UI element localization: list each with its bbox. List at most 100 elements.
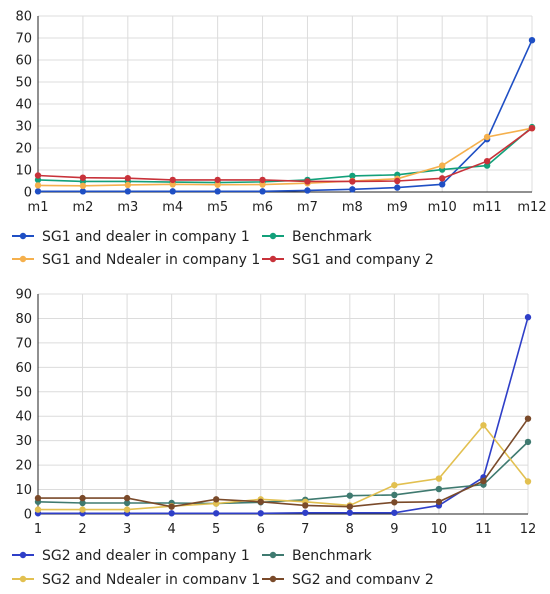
data-point [302,509,309,516]
data-point [524,415,532,422]
legend-swatch-marker [269,255,277,263]
y-tick-label: 80 [15,10,32,25]
data-point [528,125,536,132]
x-tick-label: 12 [520,522,537,537]
data-point [79,182,87,190]
data-point [124,174,132,182]
y-tick-label: 20 [15,459,32,474]
series-line-1 [38,39,533,193]
data-point [394,177,401,185]
data-point [483,162,491,169]
legend-item-1: SG2 and dealer in company 1 [12,548,250,564]
x-tick-label: m10 [428,200,457,215]
data-point [524,314,532,321]
data-point [214,176,221,184]
data-point [435,475,443,482]
data-point [79,174,87,181]
data-point [394,184,401,191]
series-line-4 [37,127,533,183]
x-tick-label: m3 [117,200,138,215]
data-point [438,181,446,188]
data-point [124,181,132,189]
x-tick-label: m4 [162,200,183,215]
data-point [391,499,398,506]
data-point [391,509,398,516]
legend-swatch-marker [19,575,27,583]
legend-item-4: SG2 and company 2 [262,572,434,584]
x-tick-label: m6 [252,200,273,215]
legend-swatch-marker [19,551,27,559]
data-point [214,188,221,195]
data-point [123,499,131,507]
data-point [168,510,175,517]
x-tick-label: m11 [472,200,501,215]
data-point [34,182,42,189]
data-point [524,438,532,446]
data-point [483,158,491,165]
data-point [123,506,131,513]
x-tick-label: 10 [431,522,448,537]
data-point [212,510,220,517]
data-point [124,188,132,195]
series-line-1 [38,317,529,515]
y-tick-label: 70 [15,336,32,351]
data-point [257,510,264,517]
x-tick-label: 3 [123,522,131,537]
legend-item-1: SG1 and dealer in company 1 [12,229,250,245]
data-point [34,188,42,195]
data-point [34,172,42,179]
x-tick-label: 7 [301,522,309,537]
legend-swatch-marker [269,551,277,559]
legend-swatch-marker [269,575,277,583]
y-tick-label: 30 [15,120,32,135]
y-tick-label: 40 [15,410,32,425]
data-point [168,503,175,510]
legend-label: SG2 and dealer in company 1 [42,548,250,564]
x-tick-label: m12 [517,200,546,215]
x-tick-label: m9 [387,200,408,215]
y-tick-label: 50 [15,76,32,91]
y-tick-label: 10 [15,483,32,498]
data-point [349,178,356,185]
y-tick-label: 40 [15,98,32,113]
y-tick-label: 70 [15,32,32,47]
data-point [524,478,532,485]
legend-label: SG1 and dealer in company 1 [42,229,250,245]
data-point [214,181,221,188]
data-point [480,422,487,429]
data-point [169,176,176,184]
data-point [79,506,86,513]
y-tick-label: 50 [15,385,32,400]
y-tick-label: 90 [15,288,32,303]
data-point [212,496,220,503]
data-point [528,37,536,44]
data-point [346,503,354,510]
y-tick-label: 10 [15,164,32,179]
y-tick-label: 60 [15,361,32,376]
data-point [435,485,443,493]
data-point [438,162,446,169]
y-tick-label: 0 [24,508,32,523]
data-point [346,492,354,499]
data-point [79,494,86,502]
x-tick-label: 4 [167,522,175,537]
x-tick-label: m2 [72,200,93,215]
data-point [259,181,266,188]
series-line-4 [38,418,529,508]
data-point [346,509,354,516]
data-point [480,477,487,485]
x-tick-label: 5 [212,522,220,537]
legend-item-3: SG1 and Ndealer in company 1 [12,252,260,268]
x-tick-label: 6 [257,522,265,537]
x-tick-label: m5 [207,200,228,215]
data-point [304,187,311,194]
data-point [435,498,443,505]
x-tick-label: 1 [34,522,42,537]
data-point [391,481,398,489]
legend-label: Benchmark [292,229,373,245]
legend-swatch-marker [269,232,277,240]
series-line-3 [38,423,529,511]
chart-top: 0 10 20 30 40 50 60 70 80 m1 m2 m3 m4 m5 m6 m7 m8 m9 m10 m1… [12,10,547,268]
data-point [79,188,87,195]
legend-swatch-marker [19,255,27,263]
